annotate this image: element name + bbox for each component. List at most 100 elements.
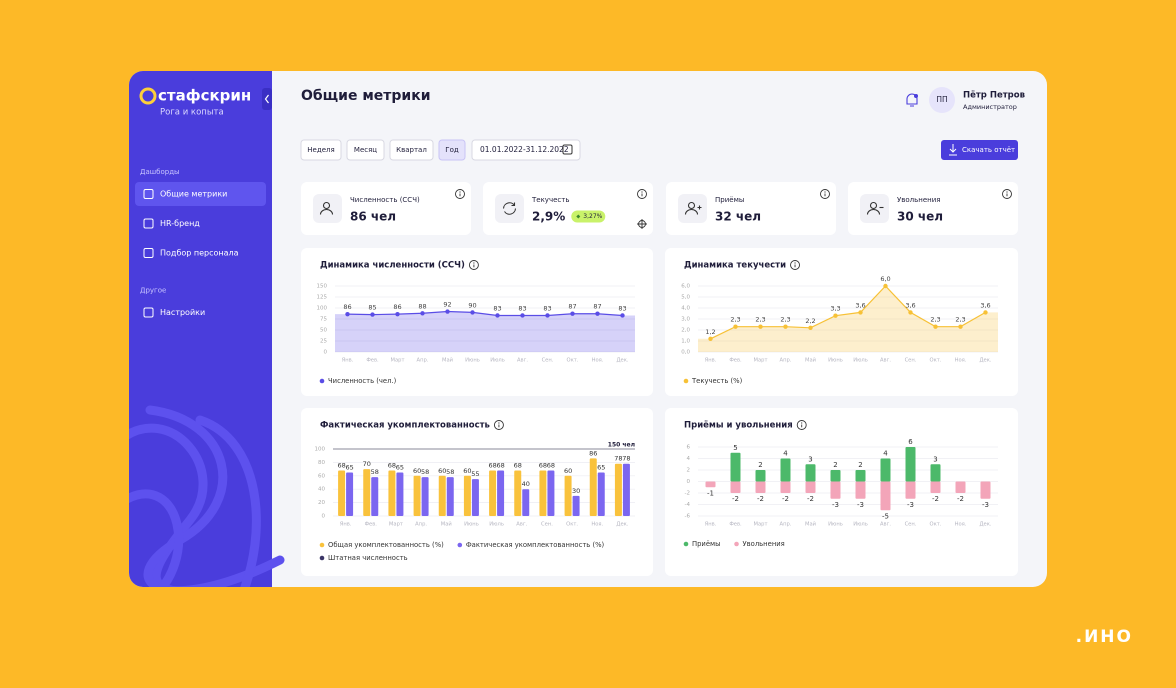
- kpi-card: [848, 182, 1018, 235]
- value-label: 86: [589, 449, 597, 457]
- avatar[interactable]: [929, 87, 955, 113]
- period-label: Месяц: [354, 146, 377, 154]
- value-label: 65: [396, 463, 404, 471]
- x-tick-label: Ноя.: [592, 358, 604, 364]
- nav-item[interactable]: Общие метрики: [160, 190, 227, 199]
- bar: [755, 470, 766, 482]
- value-label: 2,3: [780, 316, 790, 324]
- nav-item[interactable]: HR-бренд: [160, 219, 200, 228]
- x-tick-label: Янв.: [342, 358, 354, 364]
- download-button[interactable]: [941, 140, 1018, 160]
- x-tick-label: Июнь: [465, 358, 480, 364]
- x-tick-label: Окт.: [566, 522, 578, 528]
- x-tick-label: Дек.: [979, 358, 991, 364]
- info-icon[interactable]: [796, 420, 807, 430]
- kpi-card: [483, 182, 653, 235]
- info-icon[interactable]: [1002, 189, 1012, 199]
- y-tick-label: 60: [318, 473, 325, 479]
- kpi-label: Увольнения: [897, 196, 941, 204]
- bar: [805, 481, 816, 493]
- kpi-icon: [697, 205, 702, 210]
- period-button[interactable]: [438, 139, 466, 161]
- value-label: 30: [572, 487, 580, 495]
- bar: [905, 447, 916, 482]
- bell-icon[interactable]: [906, 93, 918, 107]
- x-tick-label: Апр.: [415, 522, 427, 528]
- x-tick-label: Июнь: [828, 358, 843, 364]
- nav-item-active[interactable]: [135, 182, 266, 206]
- info-icon-dot: [459, 191, 461, 193]
- x-tick-label: Янв.: [705, 358, 717, 364]
- line: [710, 285, 986, 340]
- collapse-button[interactable]: [262, 88, 272, 110]
- value-label: 68: [488, 461, 496, 469]
- x-tick-label: Сен.: [905, 358, 917, 364]
- bar: [597, 472, 605, 516]
- value-label: 6,0: [880, 275, 890, 283]
- value-label: 2: [758, 461, 762, 469]
- bar: [930, 481, 941, 493]
- date-range-box[interactable]: [471, 139, 581, 161]
- y-tick-label: 100: [315, 447, 326, 453]
- bar: [905, 481, 916, 499]
- x-tick-label: Июль: [489, 522, 504, 528]
- bar: [514, 470, 522, 516]
- bar: [346, 472, 354, 516]
- bar: [572, 495, 580, 516]
- value-label: -2: [807, 495, 814, 503]
- legend-label: Приёмы: [692, 540, 721, 548]
- x-tick-label: Май: [805, 521, 816, 528]
- reference-label: 150 чел: [608, 442, 635, 449]
- info-icon[interactable]: [637, 189, 647, 199]
- info-icon[interactable]: [455, 189, 465, 199]
- bar: [388, 470, 396, 516]
- nav-icon: [143, 307, 154, 318]
- period-button[interactable]: [389, 139, 434, 161]
- chart-title: Динамика численности (ССЧ): [320, 261, 465, 271]
- value-label: 6: [908, 438, 913, 446]
- kpi-icon: [687, 201, 696, 210]
- x-tick-label: Март: [389, 522, 403, 528]
- period-button[interactable]: [346, 139, 385, 161]
- section-title: Дашборды: [140, 168, 180, 176]
- value-label: 55: [471, 470, 479, 478]
- y-tick-label: 0: [324, 350, 328, 356]
- info-icon[interactable]: [790, 260, 800, 270]
- value-label: 2: [858, 461, 862, 469]
- y-tick-label: 40: [318, 487, 325, 493]
- point: [395, 311, 400, 317]
- info-icon[interactable]: [820, 189, 830, 199]
- point: [345, 311, 350, 317]
- period-button[interactable]: [300, 139, 342, 161]
- value-label: 68: [496, 461, 504, 469]
- kpi-icon-box: [495, 194, 524, 223]
- nav-icon: [143, 189, 154, 199]
- x-tick-label: Ноя.: [955, 522, 967, 528]
- kpi-badge: [571, 210, 606, 223]
- y-tick-label: 3,0: [681, 317, 690, 323]
- kpi-label: Текучесть: [531, 196, 569, 204]
- bar: [805, 464, 816, 482]
- value-label: -1: [707, 489, 714, 497]
- info-icon-dot: [641, 191, 643, 193]
- info-icon[interactable]: [493, 420, 504, 430]
- page-title: Общие метрики: [301, 88, 431, 104]
- x-tick-label: Дек.: [616, 522, 628, 528]
- nav-item[interactable]: Подбор персонала: [160, 249, 239, 258]
- nav-item[interactable]: Настройки: [160, 308, 205, 317]
- point: [733, 324, 738, 329]
- x-tick-label: Апр.: [780, 522, 792, 528]
- info-icon[interactable]: [468, 260, 479, 270]
- period-label: Год: [445, 146, 459, 154]
- legend-label: Численность (чел.): [328, 377, 397, 385]
- x-tick-label: Июнь: [464, 522, 479, 528]
- value-label: 2,2: [805, 317, 815, 325]
- legend-label: Штатная численность: [328, 554, 408, 562]
- user-name: Пётр Петров: [963, 91, 1025, 101]
- bar: [564, 475, 572, 516]
- point: [420, 311, 425, 316]
- nav-icon: [143, 218, 154, 229]
- value-label: 68: [539, 461, 547, 469]
- value-label: 68: [514, 461, 522, 469]
- squiggle: [129, 489, 184, 587]
